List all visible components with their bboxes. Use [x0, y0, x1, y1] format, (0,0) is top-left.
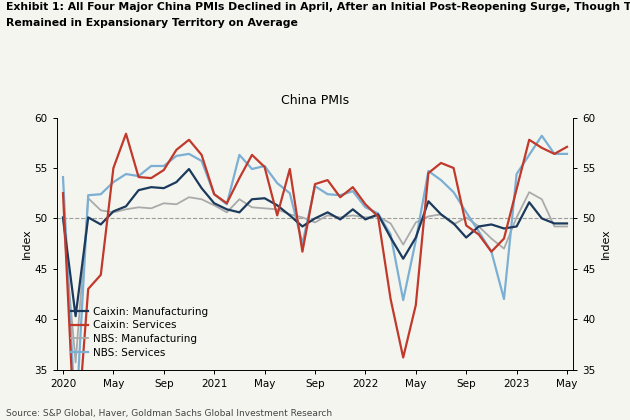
Text: Remained in Expansionary Territory on Average: Remained in Expansionary Territory on Av… — [6, 18, 298, 28]
Y-axis label: Index: Index — [21, 228, 32, 259]
Text: China PMIs: China PMIs — [281, 94, 349, 107]
Text: Source: S&P Global, Haver, Goldman Sachs Global Investment Research: Source: S&P Global, Haver, Goldman Sachs… — [6, 409, 333, 418]
Y-axis label: Index: Index — [601, 228, 611, 259]
Text: Exhibit 1: All Four Major China PMIs Declined in April, After an Initial Post-Re: Exhibit 1: All Four Major China PMIs Dec… — [6, 2, 630, 12]
Legend: Caixin: Manufacturing, Caixin: Services, NBS: Manufacturing, NBS: Services: Caixin: Manufacturing, Caixin: Services,… — [67, 302, 212, 362]
